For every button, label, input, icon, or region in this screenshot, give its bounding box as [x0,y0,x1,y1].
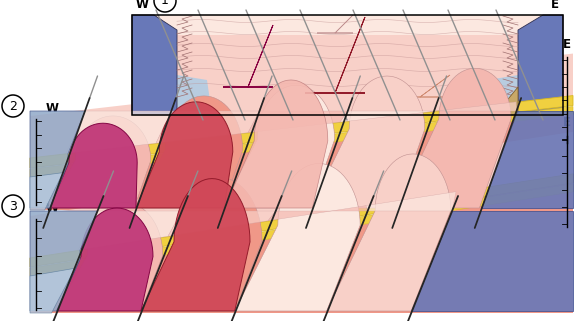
Polygon shape [141,178,250,311]
Polygon shape [30,54,573,158]
Polygon shape [222,85,335,208]
Polygon shape [168,211,276,236]
Bar [132,15,563,115]
Polygon shape [141,178,262,311]
Text: W: W [136,0,148,12]
Circle shape [2,95,24,117]
Polygon shape [30,132,573,258]
Polygon shape [311,76,425,208]
Text: E: E [551,0,559,12]
Polygon shape [30,174,573,267]
Polygon shape [411,211,573,311]
Polygon shape [30,107,573,177]
Polygon shape [30,115,573,210]
Polygon shape [366,192,456,211]
Polygon shape [248,111,348,133]
Polygon shape [305,17,365,93]
Polygon shape [66,111,171,154]
Polygon shape [56,203,163,311]
Text: W: W [45,101,59,115]
Polygon shape [224,80,328,208]
Polygon shape [268,206,368,221]
Polygon shape [56,208,153,311]
Polygon shape [177,15,518,115]
Polygon shape [430,102,517,112]
Polygon shape [132,15,177,115]
Polygon shape [134,96,242,208]
Polygon shape [495,87,518,115]
Text: E: E [563,116,571,129]
Polygon shape [30,184,573,276]
Polygon shape [48,116,151,208]
Polygon shape [518,15,563,115]
Polygon shape [223,25,273,87]
Polygon shape [30,211,97,311]
Polygon shape [136,102,233,208]
Polygon shape [30,96,573,168]
Polygon shape [481,111,573,208]
Polygon shape [50,123,137,208]
Polygon shape [78,211,182,250]
Polygon shape [177,75,212,115]
Polygon shape [30,111,85,208]
Polygon shape [30,268,75,313]
Text: 2: 2 [9,100,17,112]
Polygon shape [390,75,450,97]
Text: W: W [45,202,59,214]
Polygon shape [30,192,573,313]
Polygon shape [156,111,259,143]
Polygon shape [235,163,360,311]
Text: 3: 3 [9,199,17,213]
Polygon shape [340,111,434,122]
Polygon shape [397,68,511,208]
Polygon shape [327,154,451,311]
Text: E: E [563,38,571,51]
Polygon shape [317,15,353,33]
Text: 1: 1 [161,0,169,7]
Polygon shape [483,75,518,115]
Circle shape [2,195,24,217]
Polygon shape [154,15,543,35]
Polygon shape [30,173,63,210]
Circle shape [154,0,176,12]
